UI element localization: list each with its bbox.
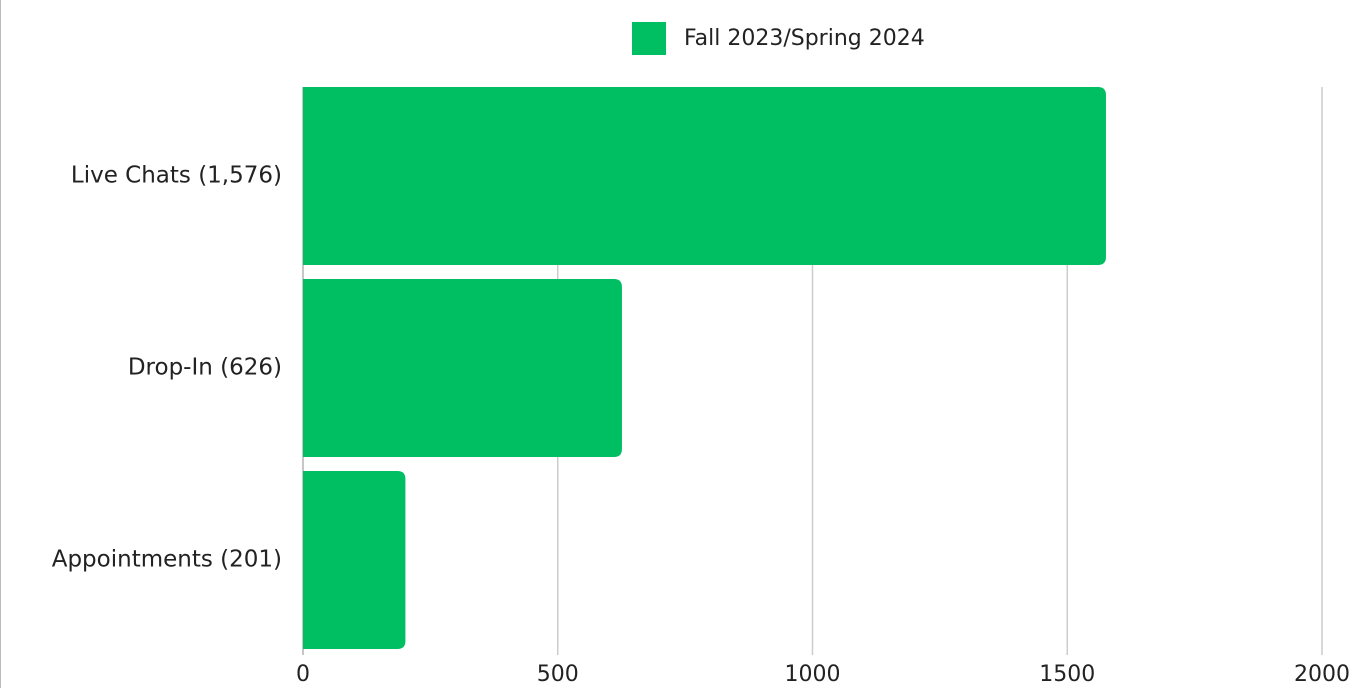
legend-label: Fall 2023/Spring 2024 (684, 26, 925, 51)
x-tick-label: 500 (537, 662, 579, 687)
x-tick-label: 1500 (1039, 662, 1095, 687)
y-tick-label: Appointments (201) (52, 547, 282, 573)
legend-swatch (632, 22, 666, 55)
bar (303, 279, 622, 457)
x-tick-label: 0 (296, 662, 310, 687)
x-tick-label: 1000 (785, 662, 841, 687)
bar (303, 87, 1106, 265)
y-tick-label: Drop-In (626) (128, 355, 282, 381)
x-tick-label: 2000 (1294, 662, 1350, 687)
bar (303, 471, 406, 649)
y-tick-label: Live Chats (1,576) (71, 163, 282, 189)
